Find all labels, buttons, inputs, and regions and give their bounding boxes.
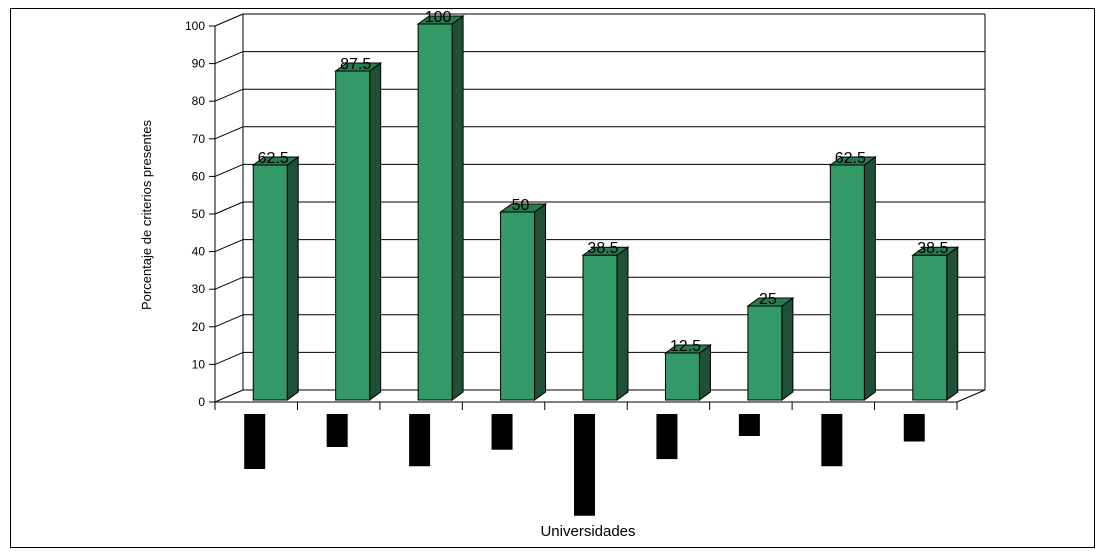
y-tick-label: 90 bbox=[192, 57, 206, 71]
bar bbox=[828, 156, 877, 401]
y-tick-label: 10 bbox=[192, 357, 206, 371]
gridline-diagonal bbox=[214, 389, 244, 403]
gridline-diagonal bbox=[214, 13, 244, 27]
bar-side bbox=[286, 156, 299, 401]
floor-right-edge bbox=[956, 389, 986, 403]
bar-front bbox=[664, 352, 700, 401]
bar bbox=[581, 246, 630, 401]
category-label bbox=[326, 414, 348, 447]
category-label bbox=[244, 414, 266, 469]
gridline-diagonal bbox=[214, 88, 244, 102]
bar-side bbox=[946, 246, 959, 401]
category-label bbox=[491, 414, 513, 450]
y-tick-label: 50 bbox=[192, 207, 206, 221]
bar bbox=[499, 203, 548, 401]
bar-front bbox=[335, 70, 371, 401]
chart-frame bbox=[10, 8, 1095, 548]
gridline-diagonal bbox=[214, 351, 244, 365]
gridline-diagonal bbox=[214, 201, 244, 215]
bar-side bbox=[369, 62, 382, 401]
y-axis: 0 10 20 30 40 50 60 70 80 90 100 bbox=[185, 19, 215, 409]
category-label bbox=[656, 414, 678, 460]
bar bbox=[251, 156, 300, 401]
bar-side bbox=[698, 344, 711, 401]
bar bbox=[663, 344, 712, 401]
y-tick-label: 30 bbox=[192, 282, 206, 296]
y-tick-label: 70 bbox=[192, 132, 206, 146]
y-axis-title: Porcentaje de criterios presentes bbox=[139, 119, 154, 310]
data-label: 62.5 bbox=[835, 150, 866, 167]
bar bbox=[334, 62, 383, 401]
bar-side bbox=[863, 156, 876, 401]
category-label bbox=[738, 414, 760, 436]
bar bbox=[416, 15, 465, 401]
bar-front bbox=[582, 254, 618, 401]
category-labels bbox=[244, 414, 925, 516]
gridline-diagonal bbox=[214, 239, 244, 253]
bar-front bbox=[500, 211, 536, 401]
y-tick-label: 80 bbox=[192, 94, 206, 108]
gridline-diagonal bbox=[214, 51, 244, 65]
bar-side bbox=[616, 246, 629, 401]
bar bbox=[746, 297, 795, 401]
data-label: 25 bbox=[759, 291, 777, 308]
bar-side bbox=[451, 15, 464, 401]
data-label: 38.5 bbox=[917, 240, 948, 257]
y-tick-label: 0 bbox=[198, 395, 205, 409]
data-label: 50 bbox=[512, 197, 530, 214]
gridline-diagonal bbox=[214, 276, 244, 290]
data-labels: 62.5 87.5 100 50 38.5 12.5 25 62.5 38.5 bbox=[258, 9, 949, 355]
data-label: 12.5 bbox=[670, 338, 701, 355]
category-label bbox=[574, 414, 595, 516]
y-tick-label: 40 bbox=[192, 245, 206, 259]
data-label: 38.5 bbox=[587, 240, 618, 257]
gridline-diagonal bbox=[214, 126, 244, 140]
data-label: 100 bbox=[425, 9, 452, 26]
x-axis-title: Universidades bbox=[540, 523, 635, 540]
x-axis bbox=[214, 402, 958, 410]
bar-side bbox=[534, 203, 547, 401]
bar-front bbox=[747, 305, 783, 401]
y-tick-label: 100 bbox=[185, 19, 205, 33]
bar-front bbox=[417, 23, 453, 401]
bar bbox=[911, 246, 960, 401]
category-label bbox=[409, 414, 431, 467]
bar-front bbox=[912, 254, 948, 401]
bar-front bbox=[252, 164, 288, 401]
data-label: 62.5 bbox=[258, 150, 289, 167]
y-tick-label: 60 bbox=[192, 169, 206, 183]
bar-front bbox=[829, 164, 865, 401]
bars bbox=[251, 15, 960, 401]
category-label bbox=[903, 414, 925, 442]
category-label bbox=[821, 414, 843, 467]
gridline-diagonal bbox=[214, 314, 244, 328]
gridline-diagonal bbox=[214, 163, 244, 177]
y-tick-label: 20 bbox=[192, 320, 206, 334]
data-label: 87.5 bbox=[340, 56, 371, 73]
bar-side bbox=[781, 297, 794, 401]
